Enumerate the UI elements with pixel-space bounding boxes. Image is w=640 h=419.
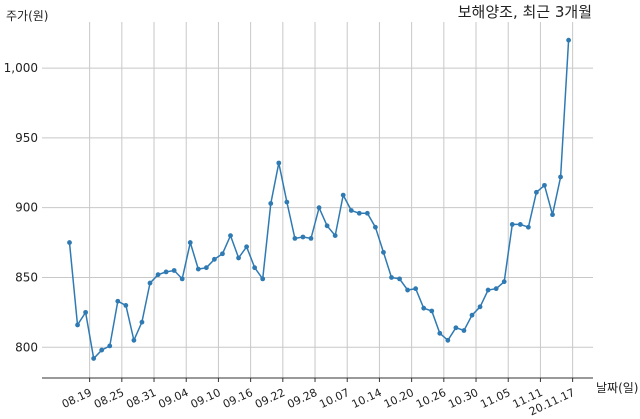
data-point — [276, 160, 282, 166]
data-point — [260, 276, 266, 282]
data-point — [413, 286, 419, 292]
x-tick-label: 08.31 — [124, 386, 158, 411]
data-point — [292, 235, 298, 241]
y-tick-label: 900 — [15, 201, 38, 215]
data-point — [107, 343, 113, 349]
data-point — [268, 201, 274, 206]
data-point — [83, 309, 88, 315]
data-point — [147, 280, 153, 286]
data-point — [525, 224, 531, 230]
data-point — [509, 222, 515, 227]
x-tick-label: 11.05 — [478, 386, 512, 411]
data-point — [203, 265, 209, 271]
x-tick-label: 10.26 — [414, 386, 448, 411]
data-point — [501, 279, 507, 285]
data-point — [534, 189, 539, 195]
data-point — [397, 276, 402, 282]
y-tick-label: 800 — [15, 340, 38, 354]
data-point — [477, 304, 483, 310]
x-tick-label: 10.07 — [317, 386, 351, 411]
data-point — [469, 312, 475, 318]
data-point — [421, 305, 427, 311]
x-tick-label: 09.04 — [156, 386, 190, 411]
data-point — [356, 210, 362, 216]
y-axis-title: 주가(원) — [6, 9, 48, 23]
data-point — [236, 255, 241, 261]
data-point — [405, 287, 410, 293]
x-tick-label: 09.10 — [189, 386, 223, 411]
data-point — [195, 266, 201, 272]
data-point — [381, 249, 386, 255]
data-point — [163, 269, 169, 275]
data-point — [187, 240, 193, 245]
x-tick-label: 10.30 — [446, 386, 480, 411]
data-point — [429, 308, 435, 314]
data-point — [139, 319, 145, 325]
data-point — [373, 224, 378, 230]
data-point — [91, 356, 97, 361]
data-point — [228, 233, 233, 239]
data-point — [340, 192, 346, 198]
data-point — [389, 275, 394, 280]
y-tick-label: 1,000 — [4, 61, 38, 75]
x-tick-label: 09.22 — [253, 386, 287, 411]
x-axis-ticks: 08.1908.2508.3109.0409.1009.1609.2209.28… — [60, 378, 577, 418]
data-point — [115, 298, 121, 304]
x-tick-label: 08.25 — [92, 386, 126, 411]
data-point — [542, 182, 547, 188]
data-point — [364, 210, 370, 216]
data-point — [99, 347, 105, 353]
y-axis-ticks: 800 850 900 950 1,000 — [4, 61, 38, 354]
data-point — [445, 337, 451, 343]
y-tick-label: 950 — [15, 131, 38, 145]
data-point — [324, 223, 330, 229]
data-point — [75, 322, 80, 328]
x-tick-label: 10.20 — [382, 386, 416, 411]
data-point — [558, 174, 563, 180]
series-line — [68, 40, 570, 361]
x-tick-label: 10.14 — [350, 386, 384, 411]
data-point — [252, 265, 258, 271]
data-point — [517, 222, 523, 227]
x-axis-title: 날짜(일) — [596, 381, 638, 395]
data-point — [566, 37, 571, 43]
data-point — [348, 208, 354, 213]
y-tick-label: 850 — [15, 270, 38, 284]
chart-grid — [42, 22, 593, 378]
data-point — [244, 244, 250, 250]
data-point — [550, 212, 555, 218]
chart-title: 보해양조, 최근 3개월 — [458, 3, 592, 21]
data-point — [316, 205, 322, 211]
data-point — [332, 233, 338, 239]
series-layer — [67, 37, 571, 361]
data-point — [284, 199, 290, 205]
data-point — [437, 330, 443, 336]
x-tick-label: 09.28 — [285, 386, 319, 411]
data-point — [123, 303, 129, 308]
data-point — [131, 337, 137, 343]
x-tick-label: 09.16 — [221, 386, 255, 411]
data-point — [453, 325, 459, 331]
data-point — [212, 256, 217, 262]
data-point — [179, 276, 185, 282]
data-point — [171, 268, 177, 273]
data-point — [67, 240, 72, 245]
data-point — [485, 287, 491, 293]
data-point — [493, 286, 499, 292]
data-point — [155, 272, 161, 278]
x-tick-label: 08.19 — [60, 386, 94, 411]
data-point — [300, 234, 306, 240]
data-point — [220, 251, 225, 257]
data-point — [461, 328, 467, 333]
data-point — [308, 235, 314, 241]
